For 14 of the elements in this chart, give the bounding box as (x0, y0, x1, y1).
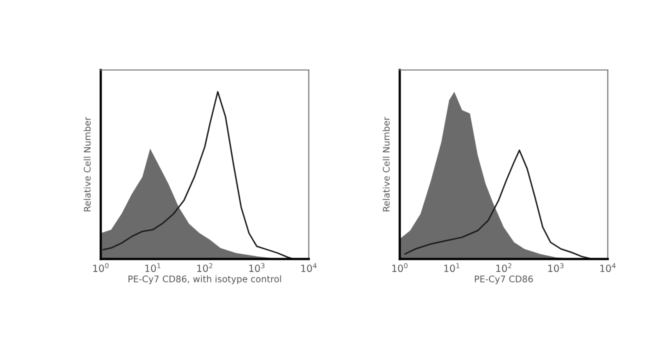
x-axis-title: PE-Cy7 CD86 (474, 276, 533, 284)
x-tick-label: 10$^{0}$ (392, 263, 408, 272)
x-tick-label: 10$^{4}$ (301, 263, 317, 272)
y-axis-title: Relative Cell Number (84, 116, 91, 212)
x-tick-label: 10$^{2}$ (496, 263, 512, 272)
y-axis-title: Relative Cell Number (382, 116, 390, 212)
x-tick-label: 10$^{3}$ (249, 263, 264, 272)
x-tick-label: 10$^{4}$ (600, 263, 616, 272)
x-tick-label: 10$^{0}$ (93, 263, 109, 272)
x-tick-label: 10$^{1}$ (145, 263, 160, 272)
x-tick-label: 10$^{3}$ (548, 263, 564, 272)
x-tick-label: 10$^{1}$ (444, 263, 460, 272)
x-tick-label: 10$^{2}$ (197, 263, 212, 272)
x-axis-title: PE-Cy7 CD86, with isotype control (128, 275, 282, 284)
